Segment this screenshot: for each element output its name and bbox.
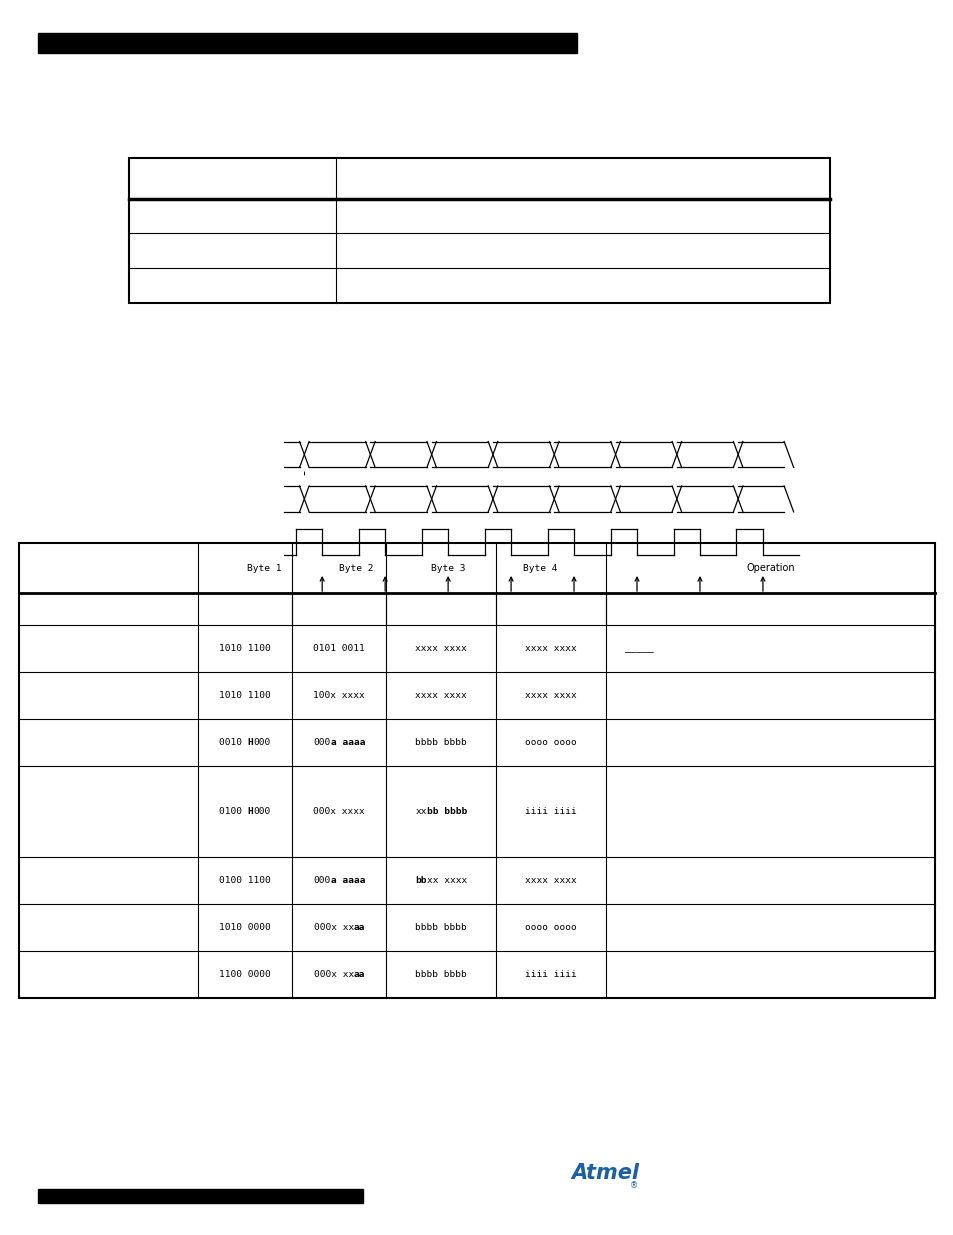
Text: xxxx xxxx: xxxx xxxx [415, 690, 467, 700]
Text: 0010: 0010 [219, 737, 248, 747]
Bar [129, 158, 829, 303]
Text: 1010 0000: 1010 0000 [219, 923, 271, 932]
Text: 1010 1100: 1010 1100 [219, 643, 271, 653]
Text: 000x xx: 000x xx [314, 969, 354, 979]
Text: 000x xx: 000x xx [314, 923, 354, 932]
Text: bbbb bbbb: bbbb bbbb [415, 969, 467, 979]
Text: 000: 000 [314, 737, 331, 747]
Text: bbbb bbbb: bbbb bbbb [415, 737, 467, 747]
Text: 000x xxxx: 000x xxxx [313, 806, 365, 816]
Text: a aaaa: a aaaa [331, 737, 365, 747]
Text: iiii iiii: iiii iiii [525, 806, 577, 816]
Text: xxxx xxxx: xxxx xxxx [415, 643, 467, 653]
Text: oooo oooo: oooo oooo [525, 923, 577, 932]
Text: Byte 1          Byte 2          Byte 3          Byte 4: Byte 1 Byte 2 Byte 3 Byte 4 [247, 563, 557, 573]
Text: 0100 1100: 0100 1100 [219, 876, 271, 885]
Bar [19, 543, 934, 998]
Text: xxxx xxxx: xxxx xxxx [525, 643, 577, 653]
Text: bb: bb [416, 876, 427, 885]
Text: _____: _____ [624, 643, 653, 653]
Text: oooo oooo: oooo oooo [525, 737, 577, 747]
Text: bb bbbb: bb bbbb [427, 806, 467, 816]
Text: xxxx xxxx: xxxx xxxx [525, 876, 577, 885]
Text: 0101 0011: 0101 0011 [313, 643, 365, 653]
Text: aa: aa [353, 923, 364, 932]
Bar [38, 1189, 362, 1203]
Text: bbbb bbbb: bbbb bbbb [415, 923, 467, 932]
Text: 000: 000 [253, 737, 271, 747]
Text: xxxx xxxx: xxxx xxxx [525, 690, 577, 700]
Text: 0100: 0100 [219, 806, 248, 816]
Text: a aaaa: a aaaa [331, 876, 365, 885]
Text: 1010 1100: 1010 1100 [219, 690, 271, 700]
Text: xx xxxx: xx xxxx [427, 876, 467, 885]
Text: 000: 000 [253, 806, 271, 816]
Text: iiii iiii: iiii iiii [525, 969, 577, 979]
Text: xx: xx [416, 806, 427, 816]
Text: Operation: Operation [745, 563, 794, 573]
Text: 000: 000 [314, 876, 331, 885]
Text: 100x xxxx: 100x xxxx [313, 690, 365, 700]
Text: ®: ® [630, 1181, 638, 1191]
Text: H: H [248, 806, 253, 816]
Text: Atmel: Atmel [571, 1163, 639, 1183]
Text: 1100 0000: 1100 0000 [219, 969, 271, 979]
Text: aa: aa [353, 969, 364, 979]
Text: H: H [248, 737, 253, 747]
Bar [38, 33, 577, 53]
